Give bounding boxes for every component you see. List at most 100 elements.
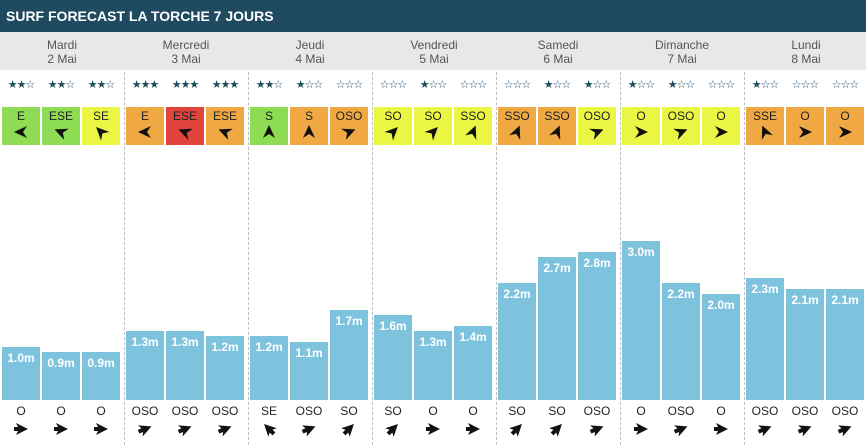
swell-arrow-icon xyxy=(94,423,108,435)
swell-arrow xyxy=(538,420,576,438)
wave-height-bar: 1.3m xyxy=(126,331,164,400)
day-name: Vendredi xyxy=(410,38,458,52)
wave-height-bar: 2.8m xyxy=(578,252,616,400)
wind-cell: SSO xyxy=(498,107,536,145)
wind-arrow xyxy=(250,123,288,141)
wind-direction: SO xyxy=(424,109,442,123)
wind-cell: S xyxy=(250,107,288,145)
wind-cell: SSO xyxy=(538,107,576,145)
wave-height-bar: 2.7m xyxy=(538,257,576,400)
wind-arrow-icon xyxy=(384,127,398,141)
wave-height-label: 2.7m xyxy=(543,261,571,275)
day-column: Samedi 6 Mai ☆☆☆ SSO 2.2m SO ★☆☆ SSO 2.7m SO ★☆☆ OS… xyxy=(496,32,620,445)
swell-arrow xyxy=(290,420,328,438)
wave-height-label: 1.6m xyxy=(379,319,407,333)
swell-arrow xyxy=(82,420,120,438)
wind-arrow xyxy=(662,123,700,141)
wind-cell: O xyxy=(786,107,824,145)
wind-cell: SSE xyxy=(746,107,784,145)
day-header: Mercredi 3 Mai xyxy=(124,32,248,70)
wind-arrow-icon xyxy=(218,128,233,140)
wind-arrow xyxy=(498,123,536,141)
wave-height-bar: 0.9m xyxy=(82,352,120,400)
wind-direction: SSO xyxy=(544,109,570,123)
wave-height-label: 2.8m xyxy=(583,256,611,270)
wind-arrow-icon xyxy=(589,128,604,140)
wind-cell: O xyxy=(826,107,864,145)
swell-arrow xyxy=(2,420,40,438)
wave-height-bar: 1.0m xyxy=(2,347,40,400)
wind-arrow-icon xyxy=(178,128,193,140)
wave-height-label: 1.3m xyxy=(419,335,447,349)
swell-direction: O xyxy=(96,404,106,418)
wave-height-label: 1.0m xyxy=(7,351,35,365)
rating-stars: ★★★ xyxy=(171,79,200,91)
wind-arrow xyxy=(702,123,740,141)
wind-arrow xyxy=(290,123,328,141)
day-date: 6 Mai xyxy=(543,52,573,66)
swell-direction: OSO xyxy=(295,404,323,418)
swell-arrow-icon xyxy=(757,425,772,437)
wind-arrow xyxy=(42,123,80,141)
swell-arrow-icon xyxy=(466,423,480,435)
rating-stars: ★☆☆ xyxy=(667,79,696,91)
wind-arrow xyxy=(414,123,452,141)
wind-arrow-icon xyxy=(14,126,27,138)
rating-stars: ★★☆ xyxy=(87,79,116,91)
wave-height-bar: 1.3m xyxy=(414,331,452,400)
wave-height-label: 1.4m xyxy=(459,330,487,344)
wind-arrow-icon xyxy=(549,125,561,140)
wind-cell: S xyxy=(290,107,328,145)
wind-cell: OSO xyxy=(662,107,700,145)
wave-height-label: 3.0m xyxy=(627,245,655,259)
wind-arrow-icon xyxy=(635,126,648,138)
wind-arrow-icon xyxy=(96,127,110,141)
swell-arrow xyxy=(126,420,164,438)
wave-height-bar: 2.1m xyxy=(826,289,864,400)
swell-arrow xyxy=(414,420,452,438)
swell-arrow-icon xyxy=(54,423,68,435)
swell-direction: OSO xyxy=(583,404,611,418)
wind-direction: SSO xyxy=(460,109,486,123)
swell-arrow xyxy=(786,420,824,438)
swell-arrow-icon xyxy=(509,424,522,437)
swell-direction: SO xyxy=(340,404,358,418)
swell-arrow xyxy=(166,420,204,438)
day-name: Jeudi xyxy=(295,38,325,52)
wave-height-bar: 2.2m xyxy=(662,283,700,400)
wind-direction: SSO xyxy=(504,109,530,123)
rating-stars: ★☆☆ xyxy=(419,79,448,91)
day-header: Dimanche 7 Mai xyxy=(620,32,744,70)
wind-direction: O xyxy=(840,109,850,123)
swell-direction: OSO xyxy=(791,404,819,418)
swell-direction: OSO xyxy=(831,404,859,418)
wind-direction: OSO xyxy=(335,109,363,123)
swell-arrow-icon xyxy=(714,423,728,435)
wind-arrow xyxy=(330,123,368,141)
swell-arrow xyxy=(42,420,80,438)
day-divider xyxy=(620,32,621,445)
wave-height-bar: 1.3m xyxy=(166,331,204,400)
wave-height-label: 2.2m xyxy=(503,287,531,301)
day-column: Jeudi 4 Mai ★★☆ S 1.2m SE ★☆☆ S 1.1m OSO ☆☆☆ OSO 1.7… xyxy=(248,32,372,445)
wave-height-bar: 2.1m xyxy=(786,289,824,400)
swell-arrow-icon xyxy=(341,424,354,437)
swell-direction: O xyxy=(428,404,438,418)
wave-height-label: 1.1m xyxy=(295,346,323,360)
swell-direction: OSO xyxy=(211,404,239,418)
wind-direction: OSO xyxy=(583,109,611,123)
wind-arrow-icon xyxy=(303,125,315,138)
wind-arrow-icon xyxy=(54,128,69,140)
wind-arrow xyxy=(166,123,204,141)
wind-direction: S xyxy=(304,109,313,123)
wind-direction: SSE xyxy=(752,109,777,123)
day-header: Samedi 6 Mai xyxy=(496,32,620,70)
wind-arrow xyxy=(578,123,616,141)
wave-height-bar: 2.0m xyxy=(702,294,740,400)
rating-stars: ☆☆☆ xyxy=(503,79,532,91)
wind-arrow xyxy=(622,123,660,141)
swell-direction: O xyxy=(16,404,26,418)
rating-stars: ☆☆☆ xyxy=(459,79,488,91)
swell-arrow xyxy=(498,420,536,438)
day-date: 7 Mai xyxy=(667,52,697,66)
